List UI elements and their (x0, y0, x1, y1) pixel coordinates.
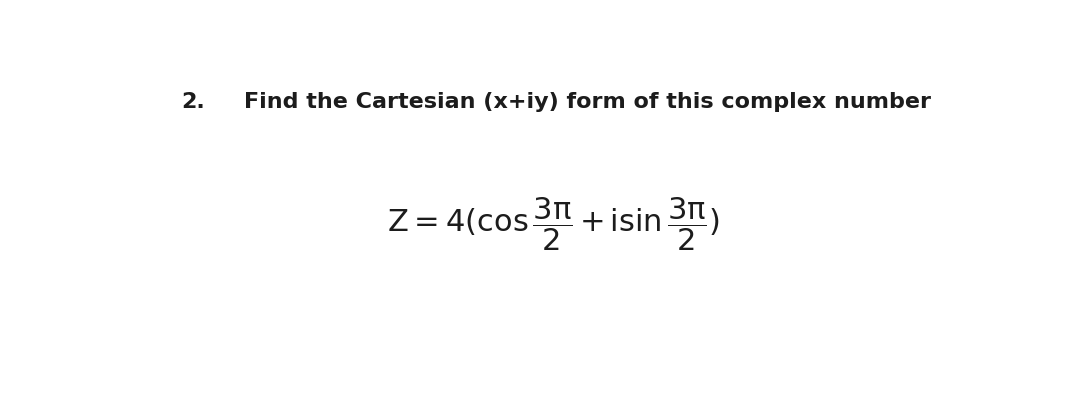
Text: 2.: 2. (181, 92, 205, 112)
Text: Find the Cartesian (x+iy) form of this complex number: Find the Cartesian (x+iy) form of this c… (244, 92, 931, 112)
Text: $\mathsf{Z{=}4(cos\,\dfrac{3\pi}{2}\,{+}\,isin\,\dfrac{3\pi}{2})}$: $\mathsf{Z{=}4(cos\,\dfrac{3\pi}{2}\,{+}… (387, 195, 720, 252)
